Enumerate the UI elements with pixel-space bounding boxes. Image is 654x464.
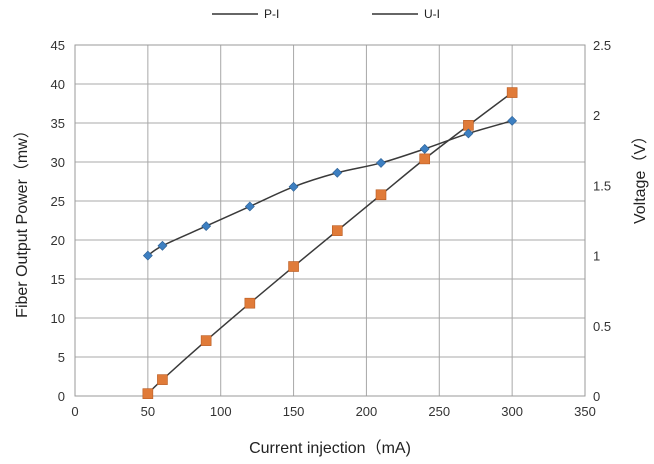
data-point-u-i [245, 202, 254, 211]
y-right-tick-label: 2.5 [593, 38, 611, 53]
y-left-tick-label: 30 [51, 155, 65, 170]
y-right-tick-label: 1.5 [593, 178, 611, 193]
y-left-tick-label: 45 [51, 38, 65, 53]
data-point-u-i [202, 222, 211, 231]
y-right-tick-label: 1 [593, 249, 600, 264]
data-point-p-i [289, 262, 299, 272]
data-point-p-i [332, 226, 342, 236]
series-line-u-i [148, 121, 512, 256]
data-point-u-i [508, 116, 517, 125]
data-point-p-i [420, 154, 430, 164]
y-left-axis-title: Fiber Output Power（mw） [13, 122, 31, 318]
data-point-p-i [143, 389, 153, 399]
x-tick-label: 200 [356, 404, 378, 419]
data-point-u-i [377, 158, 386, 167]
x-tick-label: 350 [574, 404, 596, 419]
y-left-tick-label: 40 [51, 77, 65, 92]
data-point-p-i [507, 88, 517, 98]
data-point-u-i [333, 168, 342, 177]
y-left-tick-label: 5 [58, 350, 65, 365]
y-right-tick-label: 2 [593, 108, 600, 123]
y-left-tick-label: 10 [51, 311, 65, 326]
x-axis-title: Current injection（mA) [249, 439, 411, 457]
data-point-p-i [201, 336, 211, 346]
series [143, 88, 517, 399]
y-right-tick-label: 0.5 [593, 319, 611, 334]
y-left-tick-label: 15 [51, 272, 65, 287]
data-point-u-i [158, 241, 167, 250]
y-left-tick-label: 0 [58, 389, 65, 404]
series-p-i [143, 88, 517, 399]
x-tick-label: 100 [210, 404, 232, 419]
legend: P-I U-I [212, 7, 440, 21]
data-point-p-i [376, 190, 386, 200]
y-left-tick-label: 35 [51, 116, 65, 131]
legend-label-u-i: U-I [424, 7, 440, 21]
x-tick-label: 250 [428, 404, 450, 419]
data-point-u-i [420, 144, 429, 153]
y-right-tick-label: 0 [593, 389, 600, 404]
x-tick-label: 150 [283, 404, 305, 419]
x-tick-label: 0 [71, 404, 78, 419]
x-tick-label: 300 [501, 404, 523, 419]
y-left-tick-label: 20 [51, 233, 65, 248]
y-right-axis-title: Voltage（V） [631, 128, 649, 224]
x-tick-label: 50 [141, 404, 155, 419]
legend-label-p-i: P-I [264, 7, 279, 21]
y-left-tick-label: 25 [51, 194, 65, 209]
series-u-i [143, 116, 516, 260]
data-point-u-i [289, 182, 298, 191]
data-point-p-i [245, 298, 255, 308]
data-point-p-i [157, 375, 167, 385]
tick-labels: 0 50 100 150 200 250 300 3500510152025303540450… [51, 38, 612, 419]
